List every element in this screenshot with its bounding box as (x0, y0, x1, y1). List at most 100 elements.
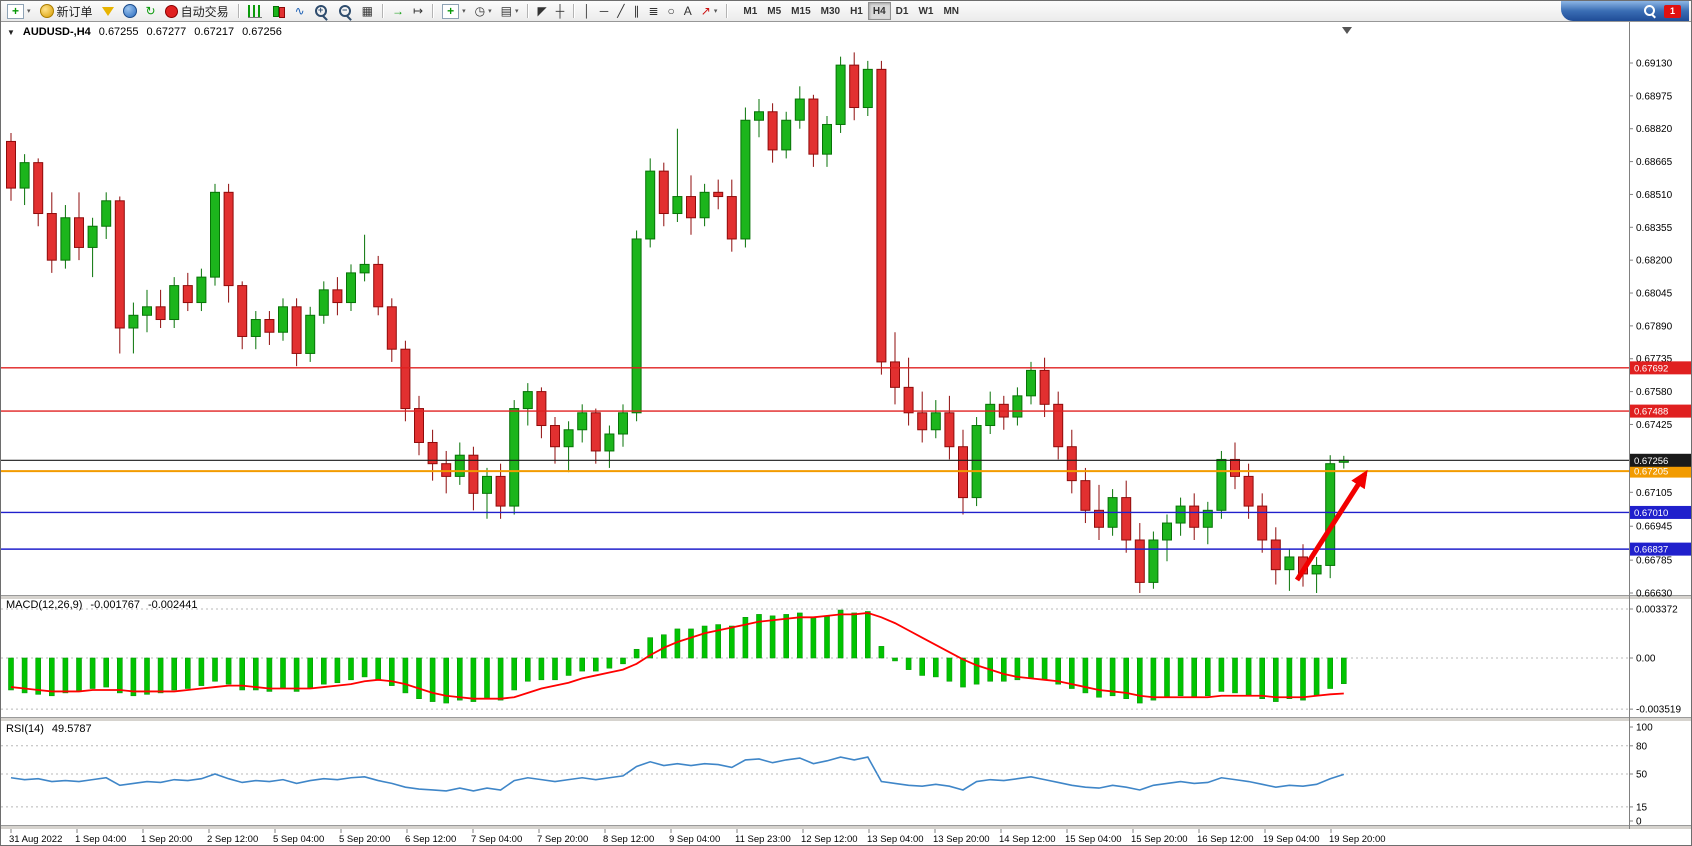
svg-text:0.69130: 0.69130 (1636, 59, 1673, 70)
fibonacci-icon: ≣ (648, 4, 659, 18)
horizontal-line-button[interactable]: ─ (596, 2, 613, 20)
svg-text:7 Sep 20:00: 7 Sep 20:00 (537, 834, 588, 845)
svg-text:0.00: 0.00 (1636, 654, 1656, 665)
line-chart-button[interactable]: ∿ (291, 2, 309, 20)
zoom-out-button[interactable]: − (334, 2, 357, 20)
timeframe-M15-button[interactable]: M15 (786, 2, 815, 20)
candlestick-chart-icon (271, 5, 286, 18)
chart-shift-icon: ↦ (413, 4, 424, 18)
refresh-button[interactable]: ↻ (142, 2, 160, 20)
fibonacci-button[interactable]: ≣ (644, 2, 662, 20)
rsi-name: RSI(14) (6, 723, 44, 735)
macd-signal-value: -0.002441 (147, 599, 198, 611)
svg-text:0.66837: 0.66837 (1634, 545, 1668, 556)
cursor-button[interactable]: ◤ (533, 2, 550, 20)
tile-windows-button[interactable]: ▦ (358, 2, 377, 20)
svg-text:0.68820: 0.68820 (1636, 124, 1673, 135)
auto-scroll-icon: → (392, 4, 405, 18)
horizontal-level-lines[interactable] (1, 367, 1629, 550)
new-order-button[interactable]: 新订单 (36, 2, 97, 20)
auto-scroll-button[interactable]: → (388, 2, 408, 20)
svg-text:-0.003519: -0.003519 (1636, 705, 1681, 716)
new-chart-button[interactable]: + ▾ (3, 2, 35, 20)
main-toolbar: + ▾ 新订单 ↻ 自动交易 ∿ + (1, 1, 1691, 22)
svg-text:100: 100 (1636, 723, 1653, 734)
macd-signal-line (10, 612, 1344, 700)
chart-shift-button[interactable]: ↦ (409, 2, 427, 20)
data-window-icon (122, 4, 137, 18)
svg-text:0.66630: 0.66630 (1636, 589, 1673, 600)
timeframe-H1-button[interactable]: H1 (845, 2, 868, 20)
svg-text:0.68200: 0.68200 (1636, 256, 1673, 267)
vertical-line-button[interactable]: │ (579, 2, 595, 20)
timeframe-W1-button[interactable]: W1 (913, 2, 938, 20)
svg-text:0.67010: 0.67010 (1634, 508, 1668, 519)
periods-button[interactable]: ◷ ▾ (471, 2, 496, 20)
one-click-trading-toggle[interactable]: ▼ (7, 27, 15, 37)
metaeditor-button[interactable] (98, 2, 118, 20)
auto-trading-button[interactable]: 自动交易 (161, 2, 233, 20)
svg-text:12 Sep 12:00: 12 Sep 12:00 (801, 834, 858, 845)
new-order-label: 新订单 (56, 4, 93, 19)
chart-canvas[interactable]: 0.69130 0.68975 0.68820 0.68665 0.68510 0.683… (1, 21, 1692, 846)
shapes-button[interactable]: ○ (664, 2, 679, 20)
svg-text:0.67256: 0.67256 (1634, 456, 1668, 467)
auto-trading-icon (164, 4, 178, 18)
trend-arrow-annotation[interactable] (1294, 469, 1368, 582)
zoom-in-button[interactable]: + (310, 2, 333, 20)
vertical-line-icon: │ (583, 4, 591, 18)
timeframe-M30-button[interactable]: M30 (816, 2, 845, 20)
svg-text:8 Sep 12:00: 8 Sep 12:00 (603, 834, 654, 845)
toolbar-separator (527, 4, 529, 18)
line-chart-icon: ∿ (294, 4, 305, 18)
timeframe-H4-button[interactable]: H4 (867, 2, 891, 20)
horizontal-line-icon: ─ (599, 4, 609, 18)
svg-text:19 Sep 20:00: 19 Sep 20:00 (1329, 834, 1386, 845)
new-order-icon (39, 4, 54, 18)
timeframe-M5-button[interactable]: M5 (762, 2, 786, 20)
macd-panel (8, 609, 1347, 704)
timeframe-toolbar: M1 M5 M15 M30 H1 H4 D1 W1 MN (738, 2, 964, 20)
svg-text:0.68665: 0.68665 (1636, 157, 1673, 168)
svg-text:14 Sep 12:00: 14 Sep 12:00 (999, 834, 1056, 845)
timeframe-D1-button[interactable]: D1 (891, 2, 914, 20)
channel-icon: ∥ (633, 4, 640, 18)
arrow-tool-button[interactable]: ↗ ▾ (697, 2, 722, 20)
chart-shift-marker[interactable] (1342, 27, 1352, 34)
trendline-icon: ╱ (617, 4, 625, 18)
bar-chart-button[interactable] (244, 2, 266, 20)
cursor-icon: ◤ (537, 4, 547, 18)
svg-text:15 Sep 04:00: 15 Sep 04:00 (1065, 834, 1122, 845)
search-icon[interactable] (1643, 4, 1657, 18)
svg-text:6 Sep 12:00: 6 Sep 12:00 (405, 834, 456, 845)
svg-text:0.003372: 0.003372 (1636, 604, 1678, 615)
auto-trading-label: 自动交易 (180, 4, 229, 19)
svg-text:5 Sep 20:00: 5 Sep 20:00 (339, 834, 390, 845)
clock-icon: ◷ (474, 4, 486, 18)
refresh-icon: ↻ (145, 4, 156, 18)
timeframe-M1-button[interactable]: M1 (738, 2, 762, 20)
macd-indicator-label: MACD(12,26,9) -0.001767 -0.002441 (6, 599, 198, 611)
toolbar-right-panel: 1 (1561, 1, 1689, 21)
zoom-out-icon: − (338, 4, 353, 19)
data-window-button[interactable] (119, 2, 141, 20)
timeframe-MN-button[interactable]: MN (938, 2, 964, 20)
notification-badge[interactable]: 1 (1664, 4, 1681, 18)
svg-text:0.67735: 0.67735 (1636, 354, 1673, 365)
crosshair-button[interactable]: ┼ (552, 2, 569, 20)
svg-text:7 Sep 04:00: 7 Sep 04:00 (471, 834, 522, 845)
indicators-button[interactable]: + ▾ (438, 2, 470, 20)
candlestick-chart-button[interactable] (267, 2, 290, 20)
zoom-in-icon: + (314, 4, 329, 19)
indicators-icon: + (442, 3, 460, 19)
chevron-down-icon: ▾ (514, 8, 519, 15)
svg-text:13 Sep 04:00: 13 Sep 04:00 (867, 834, 924, 845)
panel-splitters[interactable] (1, 595, 1692, 829)
equidistant-channel-button[interactable]: ∥ (629, 2, 643, 20)
svg-text:9 Sep 04:00: 9 Sep 04:00 (669, 834, 720, 845)
bar-close-value: 0.67256 (242, 26, 282, 38)
trendline-button[interactable]: ╱ (613, 2, 628, 20)
templates-button[interactable]: ▤ ▾ (497, 2, 523, 20)
text-tool-button[interactable]: A (680, 2, 696, 20)
